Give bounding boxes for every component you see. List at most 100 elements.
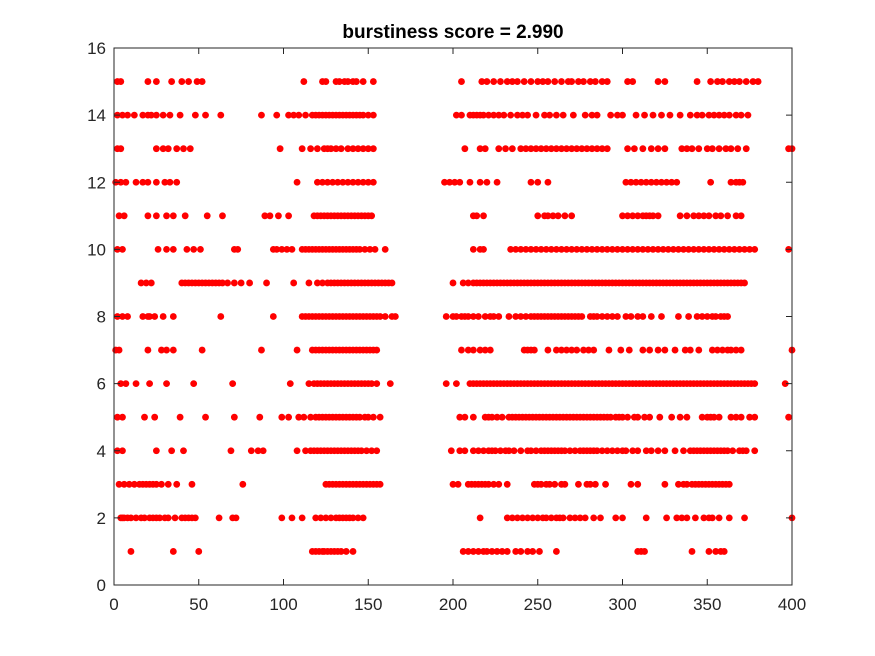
- data-point: [508, 78, 516, 85]
- data-point: [452, 380, 460, 388]
- chart-title: burstiness score = 2.990: [342, 22, 563, 43]
- data-point: [559, 514, 567, 522]
- data-point: [573, 145, 581, 153]
- x-tick-label: 50: [189, 595, 208, 614]
- data-point: [624, 145, 631, 153]
- data-point: [490, 313, 498, 320]
- data-point: [154, 245, 162, 253]
- data-point: [653, 178, 660, 186]
- data-point: [629, 447, 637, 455]
- data-point: [754, 78, 762, 85]
- data-point: [688, 548, 696, 555]
- data-point: [571, 447, 579, 455]
- data-point: [544, 212, 552, 220]
- data-point: [715, 413, 723, 421]
- data-point: [381, 245, 389, 253]
- data-point: [588, 111, 596, 119]
- data-point: [458, 346, 465, 354]
- data-point: [337, 145, 345, 153]
- data-point: [507, 111, 515, 119]
- data-point: [710, 245, 718, 253]
- data-point: [452, 313, 460, 320]
- data-point: [534, 78, 542, 85]
- data-point: [568, 145, 576, 153]
- data-point: [663, 514, 670, 522]
- data-point: [632, 178, 640, 186]
- data-point: [690, 212, 698, 220]
- data-point: [368, 380, 376, 388]
- data-point: [169, 548, 177, 555]
- data-point: [180, 145, 187, 153]
- data-point: [464, 346, 472, 354]
- data-point: [522, 313, 530, 320]
- data-point: [749, 78, 757, 85]
- data-point: [536, 548, 543, 555]
- data-point: [352, 78, 360, 85]
- data-point: [293, 447, 301, 455]
- data-point: [288, 514, 296, 522]
- data-point: [597, 514, 604, 522]
- data-point: [658, 111, 665, 119]
- data-point: [659, 245, 667, 253]
- data-point: [654, 212, 662, 220]
- data-point: [483, 78, 491, 85]
- data-point: [705, 212, 713, 220]
- data-point: [144, 178, 152, 186]
- data-point: [593, 245, 601, 253]
- x-tick-label: 300: [608, 595, 636, 614]
- data-point: [502, 145, 509, 153]
- data-point: [197, 245, 204, 253]
- data-point: [593, 313, 601, 320]
- y-tick-label: 4: [97, 442, 106, 461]
- data-point: [237, 279, 245, 287]
- data-point: [254, 447, 262, 455]
- data-point: [312, 514, 320, 522]
- data-point: [732, 111, 740, 119]
- data-point: [491, 447, 499, 455]
- data-point: [617, 346, 625, 354]
- data-point: [473, 212, 481, 220]
- data-point: [737, 413, 745, 421]
- data-point: [366, 245, 374, 253]
- data-point: [590, 514, 598, 522]
- data-point: [627, 178, 635, 186]
- data-point: [593, 447, 601, 455]
- data-point: [169, 212, 177, 220]
- data-point: [654, 245, 662, 253]
- data-point: [259, 447, 267, 455]
- data-point: [159, 145, 167, 153]
- data-point: [319, 178, 326, 186]
- data-point: [559, 111, 567, 119]
- data-point: [476, 514, 484, 522]
- data-point: [508, 514, 516, 522]
- data-point: [581, 514, 589, 522]
- data-point: [561, 212, 569, 220]
- data-point: [629, 212, 637, 220]
- data-point: [224, 279, 231, 287]
- y-tick-label: 0: [97, 576, 106, 595]
- data-point: [608, 447, 616, 455]
- data-point: [288, 245, 296, 253]
- data-point: [169, 346, 177, 354]
- data-point: [354, 514, 362, 522]
- data-point: [164, 480, 172, 488]
- data-point: [712, 212, 720, 220]
- data-point: [544, 346, 552, 354]
- data-point: [522, 145, 530, 153]
- data-point: [669, 245, 677, 253]
- data-point: [349, 548, 357, 555]
- data-point: [117, 78, 125, 85]
- data-point: [497, 447, 504, 455]
- data-point: [693, 78, 701, 85]
- data-point: [542, 245, 550, 253]
- data-point: [639, 313, 647, 320]
- data-point: [561, 447, 569, 455]
- data-point: [217, 313, 225, 320]
- data-point: [661, 78, 669, 85]
- data-point: [495, 313, 503, 320]
- data-point: [591, 480, 599, 488]
- data-point: [739, 178, 747, 186]
- data-point: [369, 78, 377, 85]
- data-point: [442, 313, 450, 320]
- data-point: [481, 313, 489, 320]
